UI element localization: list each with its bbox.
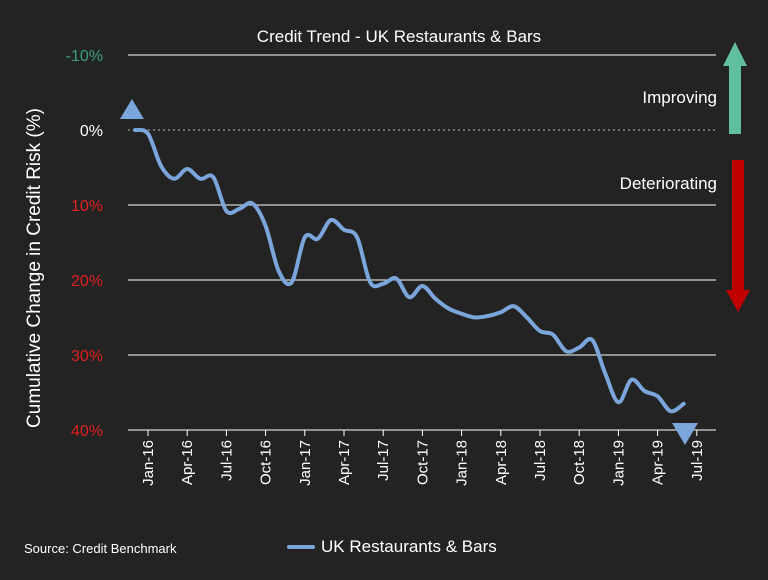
- x-tick-label: Jan-18: [454, 440, 471, 486]
- series-line: [132, 127, 686, 414]
- improving-arrow-icon: [723, 42, 747, 134]
- x-tick-label: Jan-16: [140, 440, 157, 486]
- y-tick-label: 10%: [71, 198, 103, 215]
- x-tick-label: Apr-16: [179, 440, 196, 485]
- y-tick-label: 30%: [71, 348, 103, 365]
- end-marker-triangle-icon: [672, 423, 698, 445]
- legend: UK Restaurants & Bars: [287, 537, 497, 557]
- x-tick-label: Jul-18: [532, 440, 549, 481]
- x-tick-label: Apr-17: [336, 440, 353, 485]
- x-tick-label: Jul-19: [689, 440, 706, 481]
- source-note: Source: Credit Benchmark: [24, 541, 177, 556]
- x-tick-label: Jan-17: [297, 440, 314, 486]
- x-tick-label: Jul-17: [375, 440, 392, 481]
- x-axis: Jan-16 Apr-16 Jul-16 Oct-16 Jan-17 Apr-17 Jul-…: [140, 430, 706, 486]
- x-tick-label: Apr-18: [493, 440, 510, 485]
- annotation-deteriorating: Deteriorating: [620, 174, 717, 193]
- legend-swatch: [287, 545, 315, 549]
- y-tick-label: 0%: [80, 123, 103, 140]
- chart-title: Credit Trend - UK Restaurants & Bars: [257, 27, 541, 46]
- y-axis: -10% 0% 10% 20% 30% 40%: [66, 48, 103, 440]
- x-tick-label: Apr-19: [650, 440, 667, 485]
- start-marker-triangle-icon: [119, 99, 144, 119]
- annotation-improving: Improving: [642, 88, 717, 107]
- y-tick-label: 40%: [71, 423, 103, 440]
- x-tick-label: Oct-18: [571, 440, 588, 485]
- x-tick-label: Oct-17: [414, 440, 431, 485]
- x-tick-label: Jan-19: [610, 440, 627, 486]
- x-tick-label: Oct-16: [258, 440, 275, 485]
- gridlines: [128, 54, 716, 431]
- y-axis-label: Cumulative Change in Credit Risk (%): [24, 108, 45, 428]
- legend-label: UK Restaurants & Bars: [321, 537, 497, 556]
- markers: [119, 99, 698, 445]
- x-tick-label: Jul-16: [218, 440, 235, 481]
- y-tick-label: -10%: [66, 48, 103, 65]
- y-tick-label: 20%: [71, 273, 103, 290]
- deteriorating-arrow-icon: [726, 160, 750, 312]
